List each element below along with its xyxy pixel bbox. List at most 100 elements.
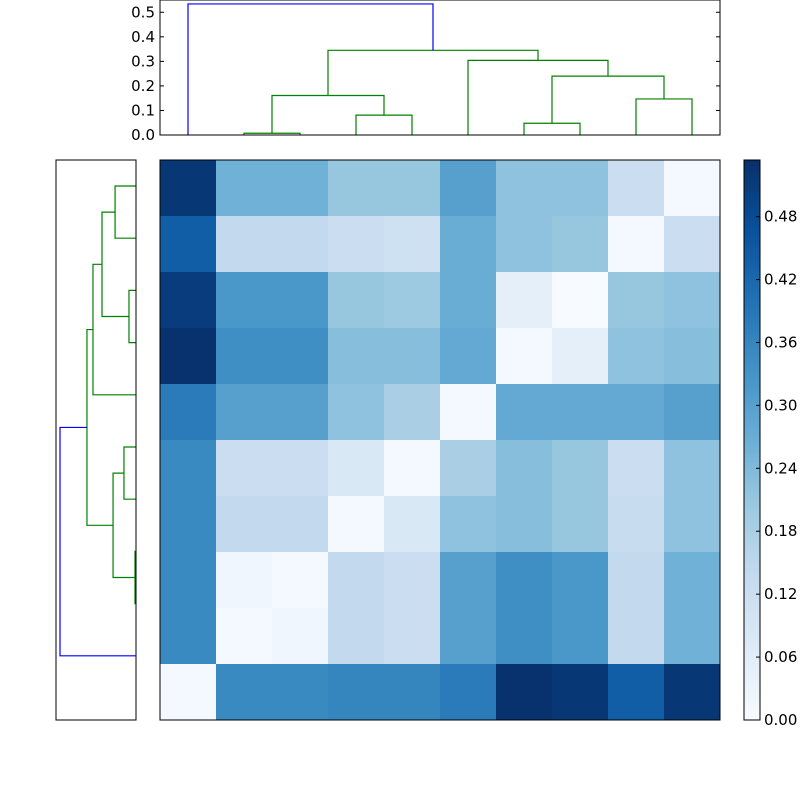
heatmap-cell [440, 608, 497, 665]
dendrogram-link [635, 98, 693, 135]
heatmap-cell [608, 160, 665, 217]
heatmap-cell [384, 160, 441, 217]
heatmap-cell [328, 272, 385, 329]
heatmap-cell [272, 384, 329, 441]
colorbar-tick-label: 0.24 [764, 459, 797, 477]
heatmap-cell [440, 272, 497, 329]
heatmap-cell [216, 440, 273, 497]
dendrogram-link [123, 446, 136, 500]
heatmap-cell [272, 608, 329, 665]
heatmap-cell [328, 496, 385, 553]
heatmap [159, 159, 721, 721]
heatmap-cell [496, 664, 553, 721]
heatmap-cell [496, 496, 553, 553]
heatmap-cell [384, 272, 441, 329]
heatmap-cell [384, 384, 441, 441]
heatmap-cell [272, 496, 329, 553]
heatmap-cell [216, 496, 273, 553]
heatmap-cell [664, 160, 721, 217]
dendrogram-link [114, 185, 136, 239]
dendrogram-link [551, 75, 665, 124]
heatmap-cell [664, 664, 721, 721]
heatmap-cell [552, 496, 609, 553]
heatmap-cell [160, 664, 217, 721]
heatmap-cell [440, 160, 497, 217]
heatmap-cell [496, 608, 553, 665]
colorbar-tick-label: 0.06 [764, 648, 797, 666]
heatmap-cell [328, 160, 385, 217]
heatmap-cell [664, 496, 721, 553]
left-dendrogram-frame [55, 159, 137, 721]
heatmap-cell [552, 608, 609, 665]
heatmap-cell [384, 216, 441, 273]
y-tick-label: 0.1 [131, 101, 155, 119]
heatmap-cell [552, 384, 609, 441]
colorbar-gradient [743, 159, 761, 721]
heatmap-cell [384, 664, 441, 721]
heatmap-cell [608, 664, 665, 721]
heatmap-cell [272, 664, 329, 721]
heatmap-cell [664, 216, 721, 273]
heatmap-cell [552, 664, 609, 721]
heatmap-cell [552, 216, 609, 273]
dendrogram-link [187, 3, 434, 135]
heatmap-cell [608, 328, 665, 385]
heatmap-cell [664, 328, 721, 385]
colorbar-tick-label: 0.00 [764, 711, 797, 729]
heatmap-cell [160, 608, 217, 665]
top-dendrogram-frame [159, 0, 721, 136]
heatmap-cell [160, 496, 217, 553]
heatmap-cell [664, 384, 721, 441]
heatmap-cell [328, 328, 385, 385]
heatmap-cell [496, 384, 553, 441]
colorbar: 0.00 0.06 0.12 0.18 0.24 0.30 0.36 0.42 0.48 [743, 159, 797, 729]
y-tick-label: 0.0 [131, 126, 155, 144]
heatmap-cell [216, 552, 273, 609]
heatmap-cell [496, 272, 553, 329]
colorbar-tick-label: 0.12 [764, 585, 797, 603]
heatmap-cell [328, 440, 385, 497]
heatmap-cell [664, 440, 721, 497]
heatmap-cell [664, 608, 721, 665]
heatmap-cell [328, 552, 385, 609]
heatmap-cell [440, 216, 497, 273]
y-tick-label: 0.3 [131, 52, 155, 70]
colorbar-tick-label: 0.42 [764, 271, 797, 289]
colorbar-tick-label: 0.18 [764, 522, 797, 540]
heatmap-cell [272, 272, 329, 329]
heatmap-cell [440, 328, 497, 385]
heatmap-cell [328, 216, 385, 273]
heatmap-cell [272, 216, 329, 273]
heatmap-cell [160, 160, 217, 217]
left-dendrogram [55, 159, 137, 721]
dendrogram-link [271, 94, 385, 134]
heatmap-cell [608, 496, 665, 553]
heatmap-cell [664, 272, 721, 329]
colorbar-tick-label: 0.36 [764, 333, 797, 351]
heatmap-cell [608, 440, 665, 497]
heatmap-cell [384, 328, 441, 385]
heatmap-cell [384, 496, 441, 553]
heatmap-cell [552, 160, 609, 217]
heatmap-cell [216, 328, 273, 385]
heatmap-cell [384, 608, 441, 665]
heatmap-cell [440, 496, 497, 553]
heatmap-frame [159, 159, 721, 721]
heatmap-cell [272, 552, 329, 609]
heatmap-cell [608, 552, 665, 609]
heatmap-cell [608, 216, 665, 273]
dendrogram-link [355, 114, 413, 135]
heatmap-cell [552, 552, 609, 609]
heatmap-cell [328, 664, 385, 721]
heatmap-cell [552, 440, 609, 497]
heatmap-cell [160, 552, 217, 609]
dendrogram-link [327, 49, 539, 96]
dendrogram-link [59, 426, 136, 657]
heatmap-cell [160, 216, 217, 273]
heatmap-cell [608, 272, 665, 329]
heatmap-cell [272, 440, 329, 497]
heatmap-cell [272, 160, 329, 217]
dendrogram-link [86, 328, 114, 526]
colorbar-tick-label: 0.48 [764, 208, 797, 226]
